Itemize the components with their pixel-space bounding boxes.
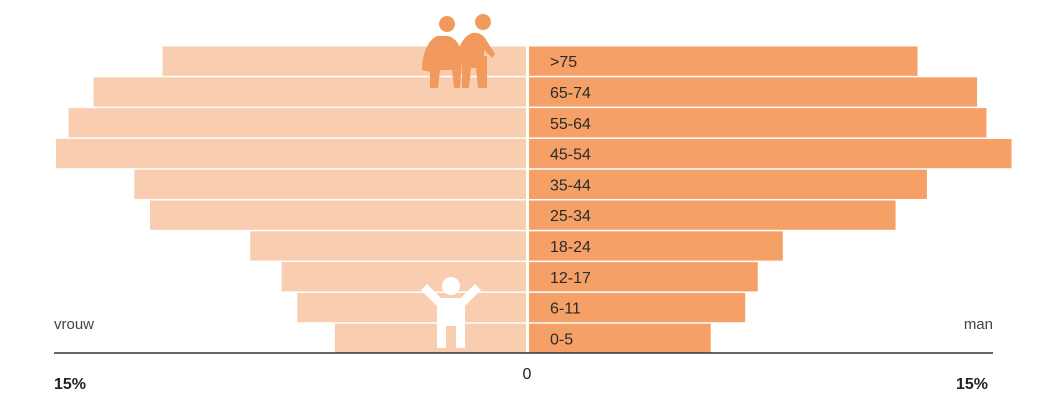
- bar-male-12-17: [529, 262, 758, 292]
- bar-male-65-74: [529, 77, 978, 107]
- x-tick-center: 0: [523, 366, 532, 383]
- bar-male-18-24: [529, 231, 783, 261]
- x-tick-left: 15%: [54, 376, 86, 393]
- bar-female-6-11: [297, 292, 526, 323]
- bar-female-65-74: [93, 77, 526, 107]
- female-bars: [56, 46, 527, 353]
- bar-male-45-54: [529, 138, 1012, 169]
- bar-female-55-64: [68, 108, 527, 138]
- bar-female-12-17: [281, 262, 526, 292]
- age-label-55-64: 55-64: [550, 116, 591, 133]
- elderly-couple-icon: [422, 14, 495, 88]
- male-bars: [529, 46, 1012, 353]
- age-label-35-44: 35-44: [550, 177, 591, 194]
- age-label-12-17: 12-17: [550, 270, 591, 287]
- axis-label-male: man: [964, 316, 993, 333]
- bar-female-18-24: [250, 231, 526, 261]
- age-label-0-5: 0-5: [550, 331, 573, 348]
- age-label-25-34: 25-34: [550, 208, 591, 225]
- bar-female-35-44: [134, 169, 527, 199]
- bar-male-6-11: [529, 292, 746, 323]
- bar-male-25-34: [529, 200, 896, 230]
- bar-male-over-75: [529, 46, 918, 76]
- bar-female-45-54: [56, 138, 526, 169]
- bar-male-0-5: [529, 323, 711, 353]
- age-label-18-24: 18-24: [550, 239, 591, 256]
- bar-female-0-5: [334, 323, 526, 353]
- age-group-labels: 0-5 6-11 12-17 18-24 25-34 35-44 45-54 55-64 65-…: [550, 54, 591, 348]
- age-label-45-54: 45-54: [550, 147, 591, 164]
- age-label-6-11: 6-11: [550, 301, 581, 318]
- age-label-over-75: >75: [550, 54, 577, 71]
- bar-male-55-64: [529, 108, 987, 138]
- bar-male-35-44: [529, 169, 927, 199]
- bar-female-25-34: [150, 200, 526, 230]
- x-tick-right: 15%: [956, 376, 988, 393]
- child-icon: [421, 277, 481, 348]
- age-label-65-74: 65-74: [550, 85, 591, 102]
- axis-label-female: vrouw: [54, 316, 94, 333]
